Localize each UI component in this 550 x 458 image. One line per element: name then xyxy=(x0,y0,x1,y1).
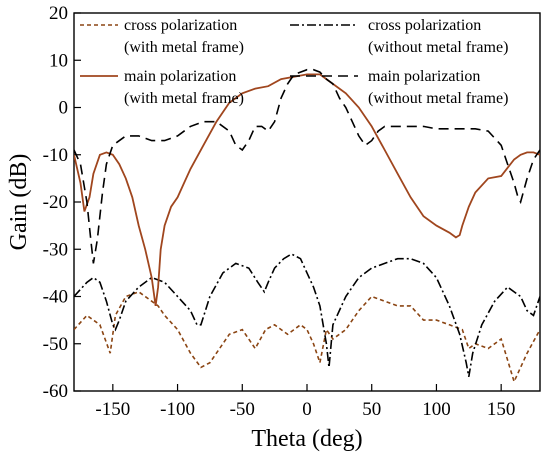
series-line-3 xyxy=(74,73,540,307)
x-tick-label: -150 xyxy=(95,399,130,420)
y-tick-label: -40 xyxy=(43,287,68,308)
y-tick-label: 20 xyxy=(49,3,68,24)
legend-label-3: (with metal frame) xyxy=(124,90,244,107)
legend-label-1: cross polarization xyxy=(124,17,237,34)
legend-label-4: main polarization xyxy=(368,68,480,85)
tick-labels: -150 -100 -50 0 50 100 15020100-10-20-30-40-50… xyxy=(43,3,516,420)
series-line-2 xyxy=(74,253,540,377)
series-layer xyxy=(74,68,540,384)
axis-ticks xyxy=(74,12,502,392)
x-tick-label: 50 xyxy=(362,399,381,420)
y-tick-label: -30 xyxy=(43,239,68,260)
x-tick-label: -50 xyxy=(230,399,255,420)
series-line-1 xyxy=(74,290,540,384)
x-tick-label: -100 xyxy=(160,399,195,420)
legend-label-2: (without metal frame) xyxy=(368,39,508,56)
y-tick-label: 0 xyxy=(59,98,69,119)
y-tick-label: -60 xyxy=(43,381,68,402)
x-tick-label: 100 xyxy=(422,399,451,420)
legend-label-3: main polarization xyxy=(124,68,236,85)
x-tick-label: 150 xyxy=(487,399,516,420)
series-line-4 xyxy=(74,68,540,264)
legend-label-2: cross polarization xyxy=(368,17,481,34)
legend-label-4: (without metal frame) xyxy=(368,90,508,107)
y-tick-label: -10 xyxy=(43,145,68,166)
x-tick-label: 0 xyxy=(302,399,312,420)
legend: cross polarization (with metal frame) cros… xyxy=(80,17,508,107)
y-tick-label: 10 xyxy=(49,50,68,71)
y-axis-title: Gain (dB) xyxy=(6,154,32,251)
y-tick-label: -50 xyxy=(43,334,68,355)
x-axis-title: Theta (deg) xyxy=(251,426,362,452)
legend-label-1: (with metal frame) xyxy=(124,39,244,56)
y-tick-label: -20 xyxy=(43,192,68,213)
